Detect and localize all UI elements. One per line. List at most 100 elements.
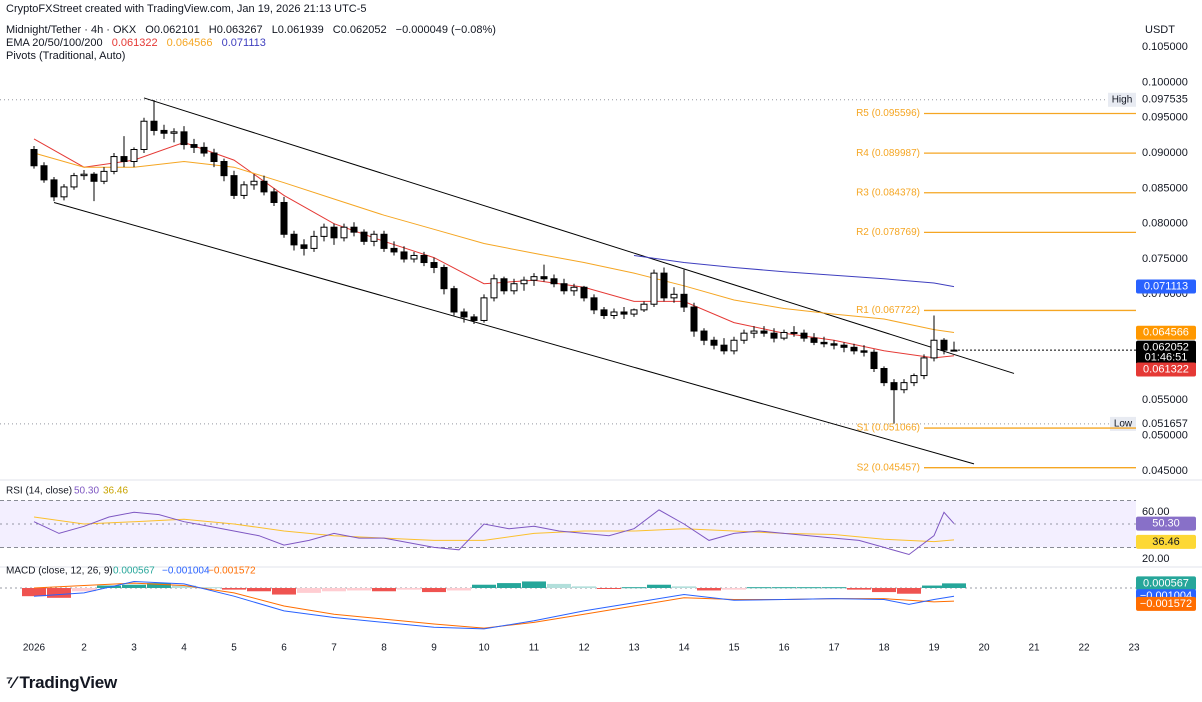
candle-body — [770, 332, 778, 339]
tradingview-logo-text: TradingView — [19, 673, 118, 692]
candle-body — [410, 254, 418, 260]
x-tick-label: 2 — [81, 643, 87, 654]
ema-legend[interactable]: EMA 20/50/100/200 0.061322 0.064566 0.07… — [6, 37, 272, 49]
macd-hist-legend: 0.000567 — [113, 566, 155, 577]
macd-line — [33, 580, 955, 630]
candle-body — [510, 283, 518, 292]
macd-hist-bar — [622, 587, 646, 589]
y-tick-label: 0.085000 — [1142, 182, 1188, 194]
x-tick-label: 10 — [478, 643, 490, 654]
candle-body — [750, 330, 758, 334]
candle-body — [850, 346, 858, 352]
y-tick-label: 0.080000 — [1142, 218, 1188, 230]
candle-body — [790, 331, 798, 334]
candle-body — [480, 297, 488, 321]
candle-body — [570, 286, 578, 292]
macd-signal-tag-bg — [1136, 596, 1196, 611]
ema200-value: 0.071113 — [221, 37, 266, 49]
pivot-label: R3 (0.084378) — [856, 187, 920, 198]
macd-hist-bar — [297, 588, 321, 593]
ema-line — [33, 152, 955, 333]
candle-body — [300, 244, 308, 249]
ema-label: EMA 20/50/100/200 — [6, 37, 103, 49]
candle-body — [460, 311, 468, 318]
candle-body — [880, 368, 888, 384]
candle-body — [830, 343, 838, 346]
candle-body — [110, 156, 118, 172]
candle-body — [450, 288, 458, 313]
symbol-ohlc-line: Midnight/Tether · 4h · OKX O0.062101 H0.… — [6, 24, 502, 36]
rsi-title: RSI (14, close) — [6, 486, 72, 497]
candle-body — [170, 131, 178, 134]
currency-label: USDT — [1145, 24, 1175, 36]
x-tick-label: 19 — [928, 643, 940, 654]
candle-body — [700, 330, 708, 341]
ema-line — [33, 138, 955, 359]
candle-body — [530, 276, 538, 281]
x-tick-label: 20 — [978, 643, 990, 654]
x-tick-label: 13 — [628, 643, 640, 654]
candle-body — [710, 339, 718, 346]
candle-body — [820, 341, 828, 345]
channel-trendline — [53, 202, 975, 465]
candle-body — [650, 272, 658, 305]
candle-body — [490, 278, 498, 299]
macd-signal-line — [33, 582, 955, 629]
candle-body — [730, 339, 738, 352]
x-tick-label: 6 — [281, 643, 287, 654]
rsi-band-bg — [0, 500, 1136, 548]
tradingview-logo[interactable]: ⁷⁄ TradingView — [6, 673, 117, 693]
y-tick-label: 0.105000 — [1142, 41, 1188, 53]
high-tag-bg — [1108, 92, 1136, 107]
macd-hist-bar — [572, 586, 596, 588]
macd-hist-bar — [597, 588, 621, 589]
rsi-line — [33, 509, 955, 556]
candle-body — [840, 344, 848, 348]
macd-hist-bar — [697, 588, 721, 591]
macd-hist-bar — [72, 588, 96, 592]
candle-body — [230, 175, 238, 196]
pivot-label: R1 (0.067722) — [856, 305, 920, 316]
price-tag: 0.061322 — [1143, 363, 1189, 375]
y-tick-label: 0.090000 — [1142, 147, 1188, 159]
candle-body — [860, 350, 868, 353]
candle-body — [810, 337, 818, 343]
credit-line: CryptoFXStreet created with TradingView.… — [6, 3, 367, 15]
pivot-label: S2 (0.045457) — [857, 462, 920, 473]
ohlc-high: H0.063267 — [208, 24, 263, 36]
macd-hist-bar — [647, 584, 671, 588]
candle-body — [150, 120, 158, 131]
macd-hist-tag-bg — [1136, 576, 1196, 591]
candle-body — [130, 149, 138, 163]
pivot-label: R4 (0.089987) — [856, 148, 920, 159]
candle-body — [280, 201, 288, 235]
rsi-legend-value: 50.30 — [74, 486, 99, 497]
candle-body — [690, 306, 698, 332]
y-tick-label: 0.055000 — [1142, 394, 1188, 406]
macd-hist-bar — [722, 588, 746, 590]
macd-hist-bar — [522, 581, 546, 588]
price-tag: 01:46:51 — [1145, 351, 1188, 363]
candle-body — [870, 351, 878, 370]
macd-hist-bar — [272, 588, 296, 595]
candle-body — [430, 262, 438, 268]
macd-hist-bar — [322, 588, 346, 592]
symbol-title: Midnight/Tether · 4h · OKX — [6, 24, 137, 36]
tradingview-logo-icon: ⁷⁄ — [6, 673, 16, 692]
x-tick-label: 4 — [181, 643, 187, 654]
pivots-legend[interactable]: Pivots (Traditional, Auto) — [6, 50, 126, 62]
candle-body — [800, 332, 808, 339]
macd-hist-bar — [222, 588, 246, 590]
candle-body — [560, 283, 568, 292]
macd-hist-bar — [942, 583, 966, 588]
candle-body — [330, 226, 338, 239]
macd-hist-bar — [397, 588, 421, 590]
candle-body — [680, 293, 688, 308]
y-tick-label: 0.095000 — [1142, 112, 1188, 124]
x-tick-label: 12 — [578, 643, 590, 654]
candle-body — [760, 330, 768, 334]
macd-hist-bar — [372, 588, 396, 592]
rsi-ma-line — [33, 516, 955, 543]
y-tick-label: 0.045000 — [1142, 465, 1188, 477]
